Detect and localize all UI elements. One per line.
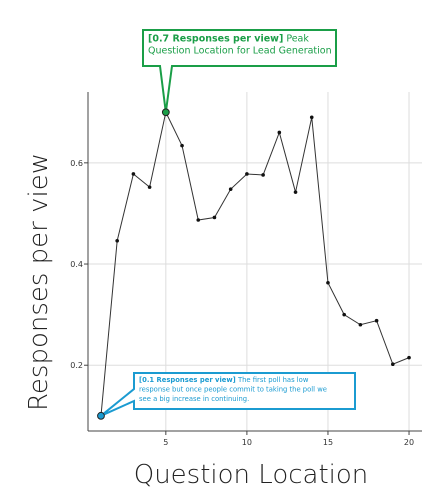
data-point bbox=[293, 190, 298, 194]
data-point bbox=[115, 238, 119, 243]
data-point bbox=[374, 318, 379, 323]
annotation-marker bbox=[97, 411, 105, 420]
data-point bbox=[407, 355, 411, 360]
y-tick-label: 0.4 bbox=[70, 260, 83, 269]
data-point bbox=[277, 130, 282, 135]
data-point bbox=[326, 280, 330, 285]
y-axis-title: Responses per view bbox=[24, 153, 54, 411]
data-point bbox=[245, 172, 249, 176]
annotation-description: response but once people commit to takin… bbox=[139, 385, 327, 393]
data-point bbox=[391, 362, 395, 367]
x-tick-label: 20 bbox=[404, 438, 414, 447]
x-tick-label: 15 bbox=[323, 438, 333, 447]
annotation-description: see a big increase in continuing. bbox=[139, 395, 249, 403]
annotation-callout: [0.7 Responses per view] Peak Question Lo… bbox=[142, 29, 337, 117]
annotation-description: Question Location for Lead Generation bbox=[148, 46, 332, 57]
annotation-layer: [0.7 Responses per view] Peak Question Lo… bbox=[97, 29, 356, 420]
data-point bbox=[342, 312, 346, 317]
data-point bbox=[358, 322, 363, 327]
data-point bbox=[180, 143, 184, 148]
y-tick-label: 0.2 bbox=[70, 361, 83, 370]
series-layer bbox=[99, 110, 411, 418]
annotation-value: [0.7 Responses per view] bbox=[148, 34, 283, 45]
grid-layer bbox=[88, 92, 422, 431]
data-point bbox=[228, 187, 233, 191]
annotation-box bbox=[100, 372, 356, 417]
annotation-text: [0.1 Responses per view] The first poll … bbox=[139, 376, 327, 403]
data-point bbox=[147, 185, 152, 189]
annotation-description: The first poll has low bbox=[236, 376, 309, 384]
annotation-value: [0.1 Responses per view] bbox=[139, 376, 236, 384]
data-point bbox=[212, 215, 217, 220]
x-tick-label: 5 bbox=[163, 438, 168, 447]
annotation-text: [0.7 Responses per view] Peak Question Lo… bbox=[148, 34, 332, 57]
annotation-box bbox=[142, 29, 337, 113]
annotation-callout: [0.1 Responses per view] The first poll … bbox=[97, 372, 356, 420]
tick-label-layer: 5 10 15 20 0.2 0.4 0.6 bbox=[70, 159, 414, 447]
annotation-description: Peak bbox=[283, 34, 309, 45]
data-point bbox=[309, 115, 314, 120]
data-point bbox=[131, 172, 136, 176]
data-point bbox=[261, 173, 265, 177]
x-axis-title: Question Location bbox=[134, 460, 369, 490]
y-tick-label: 0.6 bbox=[70, 159, 83, 168]
series-line bbox=[100, 110, 410, 416]
data-point bbox=[196, 218, 201, 222]
x-tick-label: 10 bbox=[242, 438, 252, 447]
axis-layer bbox=[84, 92, 422, 435]
annotation-marker bbox=[161, 108, 170, 117]
